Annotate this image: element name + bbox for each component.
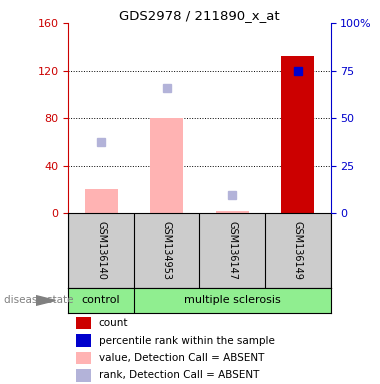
Text: multiple sclerosis: multiple sclerosis — [184, 295, 281, 306]
Title: GDS2978 / 211890_x_at: GDS2978 / 211890_x_at — [119, 9, 280, 22]
Polygon shape — [36, 296, 55, 305]
Bar — [76, 352, 91, 364]
Bar — [85, 189, 117, 213]
Text: count: count — [99, 318, 128, 328]
Bar — [150, 118, 183, 213]
Text: GSM136149: GSM136149 — [293, 221, 303, 280]
Text: value, Detection Call = ABSENT: value, Detection Call = ABSENT — [99, 353, 264, 363]
Text: GSM136147: GSM136147 — [227, 221, 237, 280]
Bar — [76, 334, 91, 346]
Text: GSM134953: GSM134953 — [162, 221, 172, 280]
Text: GSM136140: GSM136140 — [96, 221, 106, 280]
Text: control: control — [82, 295, 120, 306]
Bar — [76, 369, 91, 382]
Bar — [76, 317, 91, 329]
Text: rank, Detection Call = ABSENT: rank, Detection Call = ABSENT — [99, 371, 259, 381]
Text: percentile rank within the sample: percentile rank within the sample — [99, 336, 275, 346]
Text: disease state: disease state — [4, 295, 73, 306]
Bar — [282, 56, 314, 213]
Bar — [216, 211, 249, 213]
